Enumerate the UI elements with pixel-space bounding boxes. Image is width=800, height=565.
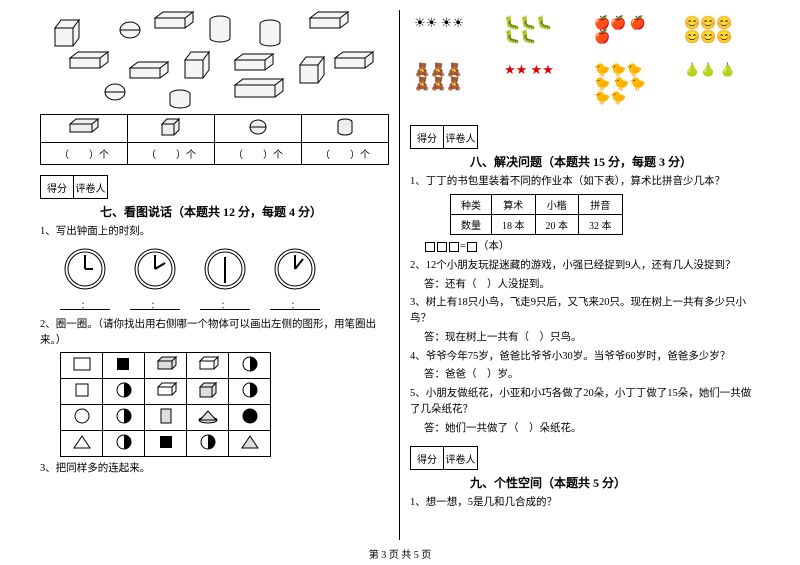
q8-4-ans: 答：爸爸（ ）岁。: [424, 367, 760, 383]
shape-count-table: （ ）个 （ ）个 （ ）个 （ ）个: [40, 114, 389, 165]
q8-5: 5、小朋友做纸花，小亚和小巧各做了20朵，小丁丁做了15朵，她们一共做了几朵纸花…: [410, 386, 760, 418]
stars-cell: ★★ ★★: [504, 63, 564, 106]
smiles-cell: 😊😊😊 😊😊😊: [684, 16, 744, 45]
clock-icon: [273, 247, 317, 291]
q7-3: 3、把同样多的连起来。: [40, 461, 389, 477]
shapes-scatter: [40, 10, 389, 110]
section-9-title: 九、个性空间（本题共 5 分）: [470, 474, 760, 491]
q8-2-ans: 答：还有（ ）人没捉到。: [424, 277, 760, 293]
cuboid-header-icon: [41, 115, 128, 143]
section-8-title: 八、解决问题（本题共 15 分，每题 3 分）: [470, 153, 760, 170]
score-box-8: 得分 评卷人: [410, 125, 760, 149]
apples-cell: 🍎🍎 🍎🍎: [594, 16, 654, 45]
count-cell: （ ）个: [128, 143, 215, 165]
score-label: 得分: [410, 125, 444, 149]
q9-1: 1、想一想，5是几和几合成的？: [410, 495, 760, 511]
clock-icon: [63, 247, 107, 291]
count-cell: （ ）个: [215, 143, 302, 165]
score-box-9: 得分 评卷人: [410, 446, 760, 470]
workbook-table: 种类算术小楷拼音 数量18 本20 本32 本: [450, 194, 623, 235]
count-cell: （ ）个: [302, 143, 389, 165]
worksheet-page: （ ）个 （ ）个 （ ）个 （ ）个 得分 评卷人 七、看图说话（本题共 12…: [0, 0, 800, 540]
q8-4: 4、爷爷今年75岁，爸爸比爷爷小30岁。当爷爷60岁时，爸爸多少岁？: [410, 349, 760, 365]
pears-cell: 🍐🍐 🍐: [684, 63, 744, 106]
q7-1: 1、写出钟面上的时刻。: [40, 224, 389, 240]
suns-cell: ☀☀ ☀☀: [414, 16, 474, 45]
section-7-title: 七、看图说话（本题共 12 分，每题 4 分）: [100, 203, 389, 220]
q7-2: 2、圈一圈。（请你找出用右侧哪一个物体可以画出左侧的图形，用笔圈出来。）: [40, 317, 389, 349]
q8-2: 2、12个小朋友玩捉迷藏的游戏，小强已经捉到9人，还有几人没捉到？: [410, 258, 760, 274]
q8-3-ans: 答：现在树上一共有（ ）只鸟。: [424, 330, 760, 346]
clocks-row: ： ： ： ：: [40, 243, 389, 314]
q8-1: 1、丁丁的书包里装着不同的作业本（如下表），算术比拼音少几本？: [410, 174, 760, 190]
left-column: （ ）个 （ ）个 （ ）个 （ ）个 得分 评卷人 七、看图说话（本题共 12…: [30, 10, 400, 540]
count-cell: （ ）个: [41, 143, 128, 165]
grader-label: 评卷人: [444, 446, 478, 470]
clock-blank: ：: [130, 300, 180, 310]
score-box-7: 得分 评卷人: [40, 175, 389, 199]
clock-icon: [133, 247, 177, 291]
circle-shapes-table: [60, 352, 271, 457]
bears-cell: 🧸🧸🧸 🧸🧸🧸: [414, 63, 474, 106]
chicks-cell: 🐤🐤🐤🐤 🐤🐤🐤🐤: [594, 63, 654, 106]
clock-blank: ：: [270, 300, 320, 310]
clock-blank: ：: [200, 300, 250, 310]
bugs-cell: 🐛🐛🐛 🐛🐛: [504, 16, 564, 45]
right-column: ☀☀ ☀☀ 🐛🐛🐛 🐛🐛 🍎🍎 🍎🍎 😊😊😊 😊😊😊 🧸🧸🧸 🧸🧸🧸 ★★ ★★…: [400, 10, 770, 540]
emoji-matching-grid: ☀☀ ☀☀ 🐛🐛🐛 🐛🐛 🍎🍎 🍎🍎 😊😊😊 😊😊😊 🧸🧸🧸 🧸🧸🧸 ★★ ★★…: [410, 10, 760, 115]
clock-icon: [203, 247, 247, 291]
geometric-shapes-svg: [40, 10, 380, 110]
score-label: 得分: [410, 446, 444, 470]
cylinder-header-icon: [302, 115, 389, 143]
score-label: 得分: [40, 175, 74, 199]
grader-label: 评卷人: [444, 125, 478, 149]
page-footer: 第 3 页 共 5 页: [0, 540, 800, 561]
clock-blank: ：: [60, 300, 110, 310]
grader-label: 评卷人: [74, 175, 108, 199]
q8-1-ans: =（本）: [424, 239, 760, 255]
cube-header-icon: [128, 115, 215, 143]
q8-5-ans: 答：她们一共做了（ ）朵纸花。: [424, 421, 760, 437]
sphere-header-icon: [215, 115, 302, 143]
q8-3: 3、树上有18只小鸟，飞走9只后，又飞来20只。现在树上一共有多少只小鸟？: [410, 295, 760, 327]
